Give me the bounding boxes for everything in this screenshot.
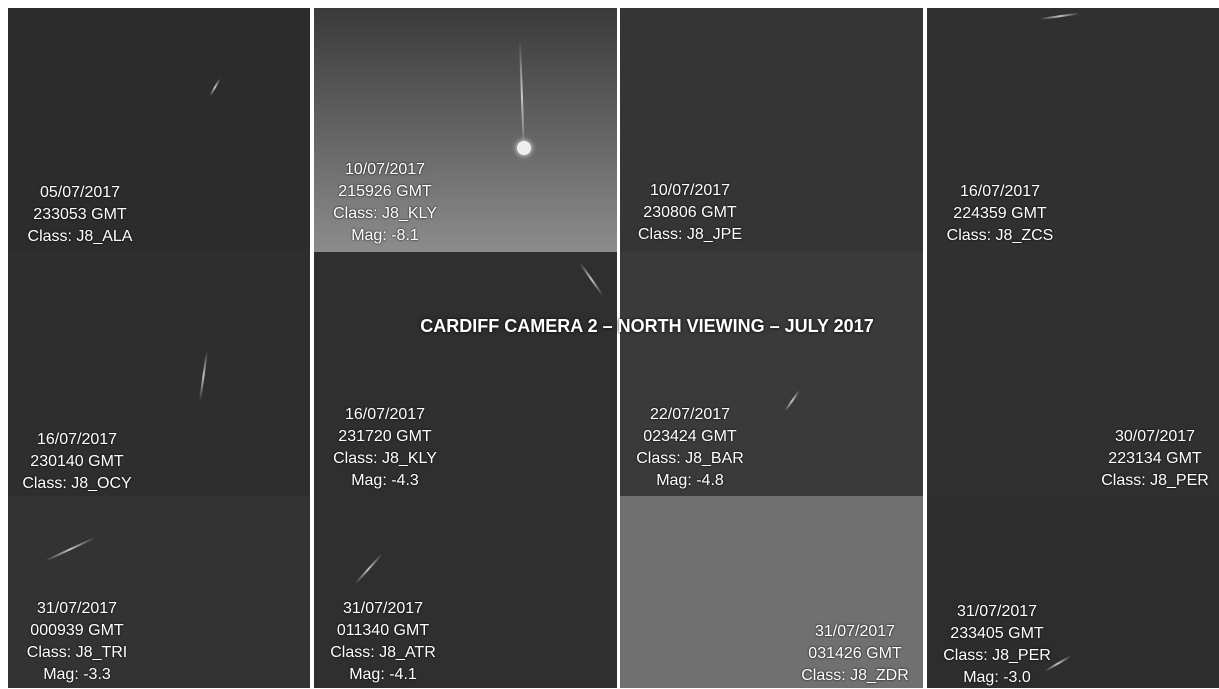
meteor-date: 16/07/2017 xyxy=(37,429,117,451)
meteor-class: Class: J8_KLY xyxy=(333,203,437,225)
fireball xyxy=(517,141,531,155)
meteor-class: Class: J8_ZCS xyxy=(947,225,1054,247)
meteor-class: Class: J8_PER xyxy=(1101,470,1209,492)
meteor-date: 10/07/2017 xyxy=(650,180,730,202)
meteor-class: Class: J8_JPE xyxy=(638,224,742,246)
meteor-class: Class: J8_TRI xyxy=(27,642,127,664)
meteor-date: 31/07/2017 xyxy=(815,621,895,643)
meteor-time: 011340 GMT xyxy=(337,620,429,642)
meteor-date: 22/07/2017 xyxy=(650,404,730,426)
meteor-mag: Mag: -8.1 xyxy=(351,225,419,247)
meteor-date: 05/07/2017 xyxy=(40,182,120,204)
meteor-mag: Mag: -4.8 xyxy=(656,470,724,492)
meteor-time: 230806 GMT xyxy=(643,202,736,224)
meteor-date: 16/07/2017 xyxy=(345,404,425,426)
meteor-time: 230140 GMT xyxy=(30,451,123,473)
collage: CARDIFF CAMERA 2 – NORTH VIEWING – JULY … xyxy=(0,0,1219,688)
meteor-time: 224359 GMT xyxy=(953,203,1046,225)
meteor-time: 231720 GMT xyxy=(338,426,431,448)
meteor-class: Class: J8_ZDR xyxy=(801,665,909,687)
meteor-mag: Mag: -4.1 xyxy=(349,664,417,686)
meteor-date: 10/07/2017 xyxy=(345,159,425,181)
meteor-time: 000939 GMT xyxy=(30,620,123,642)
meteor-date: 16/07/2017 xyxy=(960,181,1040,203)
meteor-class: Class: J8_BAR xyxy=(636,448,744,470)
meteor-time: 031426 GMT xyxy=(808,643,901,665)
meteor-class: Class: J8_ATR xyxy=(330,642,436,664)
meteor-class: Class: J8_ALA xyxy=(28,226,133,248)
meteor-date: 31/07/2017 xyxy=(957,601,1037,623)
collage-title: CARDIFF CAMERA 2 – NORTH VIEWING – JULY … xyxy=(420,316,873,337)
meteor-class: Class: J8_OCY xyxy=(22,473,131,495)
meteor-time: 223134 GMT xyxy=(1108,448,1201,470)
meteor-date: 31/07/2017 xyxy=(343,598,423,620)
meteor-mag: Mag: -3.3 xyxy=(43,664,111,686)
meteor-class: Class: J8_PER xyxy=(943,645,1051,667)
meteor-time: 233053 GMT xyxy=(33,204,126,226)
meteor-date: 31/07/2017 xyxy=(37,598,117,620)
meteor-class: Class: J8_KLY xyxy=(333,448,437,470)
meteor-time: 215926 GMT xyxy=(338,181,431,203)
meteor-time: 233405 GMT xyxy=(950,623,1043,645)
meteor-date: 30/07/2017 xyxy=(1115,426,1195,448)
meteor-mag: Mag: -3.0 xyxy=(963,667,1031,689)
meteor-time: 023424 GMT xyxy=(643,426,736,448)
meteor-mag: Mag: -4.3 xyxy=(351,470,419,492)
